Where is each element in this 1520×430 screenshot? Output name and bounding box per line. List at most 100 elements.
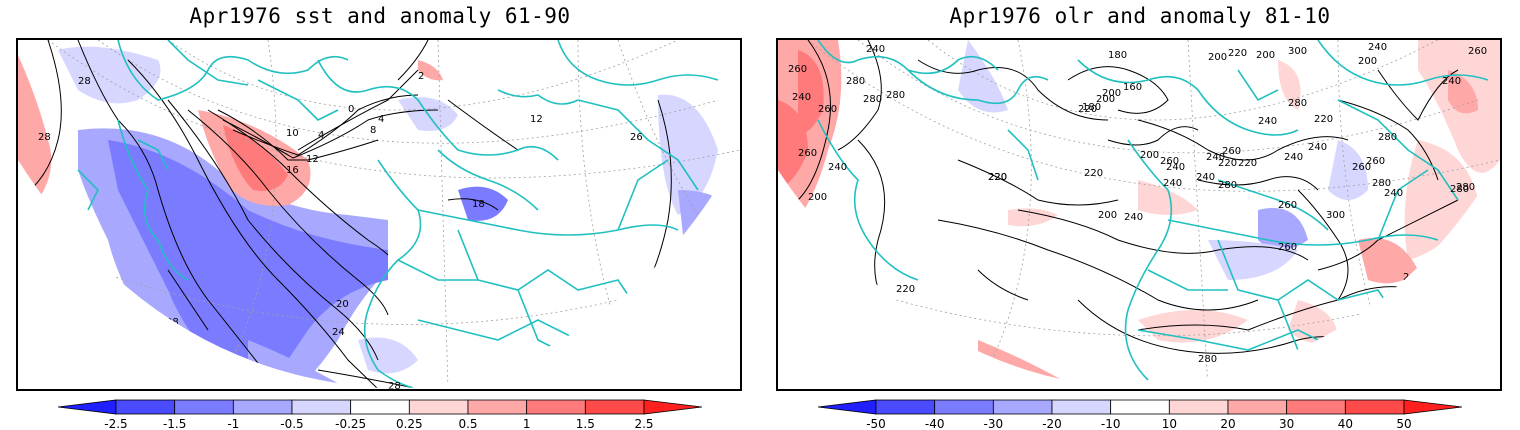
sst-anomaly-shading — [18, 46, 728, 389]
olr-colorbar-cell — [818, 399, 877, 415]
olr-contour-label: 260 — [818, 104, 837, 115]
sst-colorbar-tick-label: -2.5 — [104, 417, 127, 430]
olr-contour-label: 200 — [1256, 50, 1275, 61]
olr-contour-label: 220 — [1238, 158, 1257, 169]
olr-contour-label: 200 — [1140, 150, 1159, 161]
sst-panel: Apr1976 sst and anomaly 61-90 — [16, 4, 742, 430]
olr-contour-label: 200 — [1208, 52, 1227, 63]
sst-contour-label: 0 — [348, 104, 354, 115]
sst-colorbar-tick-label: 0.5 — [458, 417, 477, 430]
olr-contour-label: 260 — [788, 64, 807, 75]
sst-colorbar-tick-label: 1.5 — [576, 417, 595, 430]
olr-colorbar-cell — [875, 399, 936, 415]
sst-colorbar-cell — [291, 399, 352, 415]
olr-contour-label: 240 — [828, 162, 847, 173]
sst-contour-label: 4 — [318, 130, 324, 141]
olr-colorbar-cell — [1403, 399, 1462, 415]
olr-contour-label: 220 — [1218, 158, 1237, 169]
olr-colorbar-tick-label: -10 — [1101, 417, 1121, 430]
olr-contour-label: 180 — [1108, 50, 1127, 61]
sst-colorbar-tick-label: -1 — [227, 417, 239, 430]
olr-contour-label: 220 — [1084, 168, 1103, 179]
olr-contour-label: 240 — [1442, 76, 1461, 87]
olr-contour-label: 200 — [1096, 94, 1115, 105]
olr-colorbar-tick-label: -30 — [984, 417, 1004, 430]
olr-contour-label: 280 — [1456, 182, 1475, 193]
olr-colorbar-cell — [934, 399, 994, 415]
olr-contour-label: 240 — [1163, 178, 1182, 189]
sst-colorbar-cell — [58, 399, 117, 415]
sst-contour-label: 10 — [286, 128, 299, 139]
olr-contour-label: 240 — [1196, 172, 1215, 183]
olr-colorbar-cell — [1286, 399, 1346, 415]
olr-contour-label: 200 — [808, 192, 827, 203]
olr-contour-label: 280 — [1450, 184, 1469, 195]
olr-contour-label: 240 — [866, 44, 885, 55]
olr-contour-label: 240 — [792, 92, 811, 103]
olr-colorbar: -50 -40 -30 -20 -10 10 20 30 40 50 — [818, 398, 1462, 430]
sst-colorbar-cell — [174, 399, 234, 415]
sst-contour-label: 12 — [530, 114, 543, 125]
olr-colorbar-cells — [818, 399, 1462, 415]
sst-map-svg: 28 28 2 0 10 4 4 8 12 16 12 18 26 20 24 … — [18, 40, 740, 389]
olr-contour-label: 280 — [863, 94, 882, 105]
sst-contour-label: 18 — [472, 199, 485, 210]
olr-colorbar-ticks: -50 -40 -30 -20 -10 10 20 30 40 50 — [866, 417, 1411, 430]
olr-colorbar-tick-label: 20 — [1220, 417, 1235, 430]
olr-contour-label: 260 — [1366, 156, 1385, 167]
olr-colorbar-cell — [1051, 399, 1112, 415]
olr-contour-label: 240 — [1124, 212, 1143, 223]
sst-contour-label: 20 — [336, 299, 349, 310]
olr-contour-label: 240 — [1368, 42, 1387, 53]
olr-panel: Apr1976 olr and anomaly 81-10 — [760, 0, 1520, 430]
olr-colorbar-cell — [1110, 399, 1170, 415]
olr-colorbar-tick-label: 40 — [1338, 417, 1353, 430]
olr-contour-label: 240 — [1308, 142, 1327, 153]
sst-colorbar-tick-label: -0.5 — [280, 417, 303, 430]
olr-contour-label: 220 — [988, 172, 1007, 183]
olr-colorbar-tick-label: -40 — [925, 417, 945, 430]
olr-contour-label: 240 — [1384, 188, 1403, 199]
olr-coastlines — [817, 40, 1489, 381]
olr-contour-label: 240 — [1258, 116, 1277, 127]
olr-contour-label: 280 — [1198, 354, 1217, 365]
sst-colorbar-ticks: -2.5 -1.5 -1 -0.5 -0.25 0.25 0.5 1 1.5 2.5 — [104, 417, 653, 430]
sst-map: 28 28 2 0 10 4 4 8 12 16 12 18 26 20 24 … — [16, 38, 742, 391]
sst-colorbar-tick-label: -0.25 — [335, 417, 366, 430]
olr-contour-label: 260 — [1278, 200, 1297, 211]
sst-colorbar-cell — [115, 399, 176, 415]
olr-colorbar-tick-label: 30 — [1279, 417, 1294, 430]
sst-contour-label: 26 — [630, 132, 643, 143]
sst-colorbar-cell — [584, 399, 645, 415]
olr-contour-label: 260 — [1222, 146, 1241, 157]
sst-colorbar-cell — [467, 399, 528, 415]
olr-contour-label: 300 — [1326, 210, 1345, 221]
sst-contour-label: 4 — [378, 114, 384, 125]
sst-contour-label: 24 — [332, 327, 345, 338]
sst-contour-label: 28 — [166, 317, 179, 328]
sst-colorbar-cell — [232, 399, 293, 415]
olr-contour-label: 280 — [1218, 180, 1237, 191]
sst-colorbar-cell — [350, 399, 410, 415]
sst-colorbar-svg: -2.5 -1.5 -1 -0.5 -0.25 0.25 0.5 1 1.5 2.5 — [58, 399, 702, 430]
sst-contour-label: 28 — [388, 381, 401, 389]
olr-colorbar-cell — [992, 399, 1053, 415]
sst-contour-label: 16 — [286, 165, 299, 176]
sst-contour-label: 28 — [38, 132, 51, 143]
olr-contour-label: 220 — [1314, 114, 1333, 125]
olr-panel-title: Apr1976 olr and anomaly 81-10 — [949, 4, 1331, 28]
sst-contour-label: 8 — [370, 125, 376, 136]
sst-colorbar-tick-label: -1.5 — [163, 417, 186, 430]
sst-panel-title: Apr1976 sst and anomaly 61-90 — [189, 4, 571, 28]
olr-contour-label: 240 — [1166, 162, 1185, 173]
sst-contour-label: 28 — [78, 76, 91, 87]
olr-contour-label: 240 — [1403, 272, 1422, 283]
olr-contour-label: 260 — [798, 148, 817, 159]
olr-contour-label: 280 — [1288, 98, 1307, 109]
olr-colorbar-tick-label: 50 — [1396, 417, 1411, 430]
olr-contour-label: 300 — [1288, 46, 1307, 57]
olr-contour-label: 200 — [1358, 56, 1377, 67]
olr-colorbar-svg: -50 -40 -30 -20 -10 10 20 30 40 50 — [818, 399, 1462, 430]
olr-contour-label: 180 — [1082, 102, 1101, 113]
